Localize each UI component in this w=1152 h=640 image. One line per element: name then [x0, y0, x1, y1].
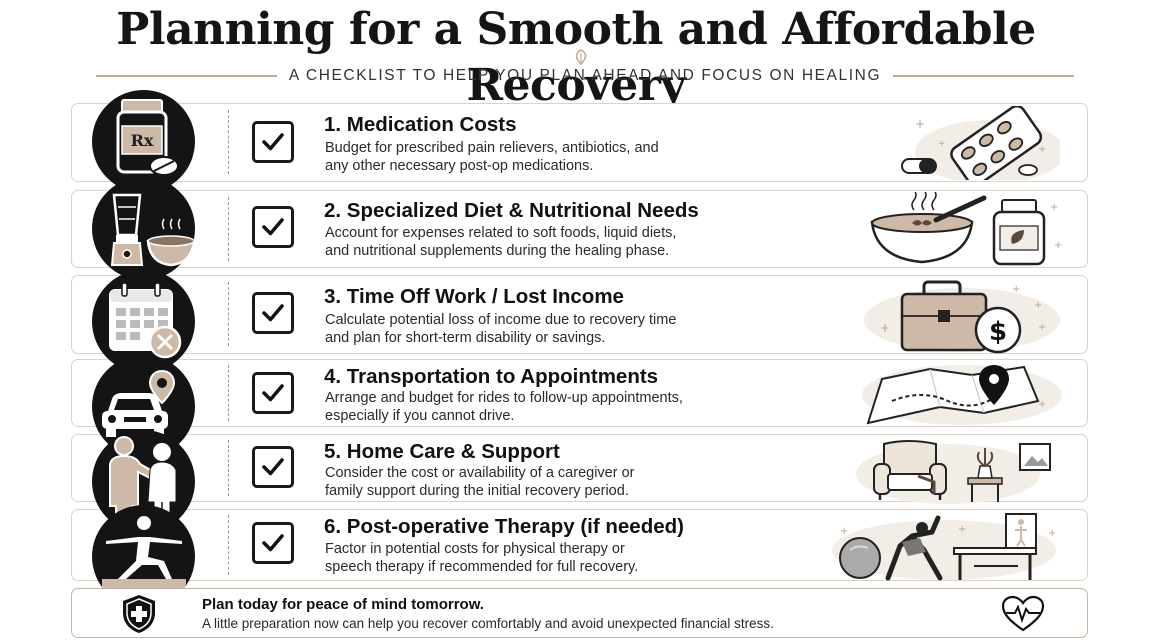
row-separator	[228, 365, 229, 421]
checkbox-therapy[interactable]	[252, 522, 294, 564]
therapy-illustration: + + +	[828, 510, 1064, 582]
row-separator	[228, 197, 229, 261]
svg-text:+: +	[1034, 300, 1042, 311]
checkmark-icon	[262, 218, 284, 236]
row-separator	[228, 110, 229, 174]
armchair-illustration	[852, 436, 1062, 504]
checkbox-home-care[interactable]	[252, 446, 294, 488]
checkmark-icon	[262, 534, 284, 552]
svg-text:+: +	[1048, 528, 1056, 539]
svg-text:+: +	[840, 526, 848, 537]
pill-blister-illustration: + + +	[880, 106, 1060, 180]
page-subtitle: A CHECKLIST TO HELP YOU PLAN AHEAD AND F…	[288, 67, 882, 84]
item-description-home-care: Consider the cost or availability of a c…	[325, 465, 635, 499]
svg-text:Rx: Rx	[131, 131, 154, 150]
svg-text:+: +	[958, 524, 966, 535]
svg-text:+: +	[1012, 284, 1020, 295]
map-pin-illustration: +	[852, 361, 1062, 427]
checkmark-icon	[262, 458, 284, 476]
shield-cross-icon	[123, 595, 155, 633]
checkbox-time-off[interactable]	[252, 292, 294, 334]
checkbox-medication[interactable]	[252, 121, 294, 163]
svg-text:+: +	[1050, 202, 1058, 213]
footer-banner: Plan today for peace of mind tomorrow. A…	[71, 588, 1088, 638]
item-description-therapy: Factor in potential costs for physical t…	[325, 541, 639, 575]
svg-text:+: +	[880, 321, 890, 335]
leaf-ornament-icon	[575, 49, 587, 66]
item-title-therapy: 6. Post-operative Therapy (if needed)	[324, 515, 684, 538]
row-separator	[228, 515, 229, 575]
item-description-transportation: Arrange and budget for rides to follow-u…	[325, 390, 683, 424]
checkbox-transportation[interactable]	[252, 372, 294, 414]
subtitle-divider-right	[893, 75, 1075, 77]
row-separator	[228, 282, 229, 346]
svg-text:$: $	[989, 317, 1007, 347]
item-title-time-off: 3. Time Off Work / Lost Income	[324, 285, 624, 308]
pill-bottle-icon: Rx	[92, 90, 195, 193]
item-title-diet: 2. Specialized Diet & Nutritional Needs	[324, 199, 699, 222]
item-description-medication: Budget for prescribed pain relievers, an…	[325, 140, 659, 174]
item-description-diet: Account for expenses related to soft foo…	[325, 225, 677, 259]
item-title-transportation: 4. Transportation to Appointments	[324, 365, 659, 388]
checkmark-icon	[262, 304, 284, 322]
footer-title: Plan today for peace of mind tomorrow.	[202, 596, 484, 613]
blender-icon	[92, 177, 195, 280]
heartbeat-icon	[1001, 595, 1045, 632]
svg-text:+: +	[915, 117, 925, 131]
subtitle-divider-left	[96, 75, 277, 77]
subtitle-row: A CHECKLIST TO HELP YOU PLAN AHEAD AND F…	[96, 64, 1075, 88]
footer-subtitle: A little preparation now can help you re…	[202, 616, 774, 631]
item-title-medication: 1. Medication Costs	[324, 113, 517, 136]
checkmark-icon	[262, 133, 284, 151]
item-title-home-care: 5. Home Care & Support	[324, 440, 560, 463]
svg-text:+: +	[1038, 322, 1046, 333]
checkmark-icon	[262, 384, 284, 402]
calendar-icon	[92, 270, 195, 373]
checkbox-diet[interactable]	[252, 206, 294, 248]
soup-bowl-illustration: + +	[864, 192, 1064, 268]
row-separator	[228, 440, 229, 496]
svg-text:+: +	[1054, 240, 1062, 251]
svg-text:+: +	[938, 139, 946, 149]
svg-text:+: +	[1038, 399, 1046, 410]
item-description-time-off: Calculate potential loss of income due t…	[325, 312, 677, 346]
briefcase-money-illustration: $ + + + +	[862, 278, 1062, 354]
svg-text:+: +	[1038, 144, 1046, 155]
page-title: Planning for a Smooth and Affordable Rec…	[116, 4, 1036, 111]
